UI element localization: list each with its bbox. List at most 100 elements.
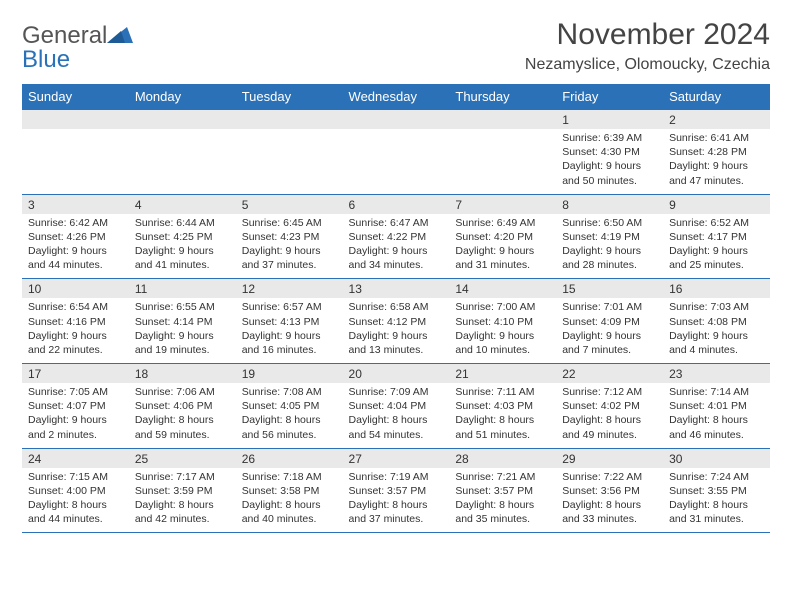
sunrise-text: Sunrise: 7:00 AM: [455, 300, 550, 314]
day-data-cell: Sunrise: 7:14 AMSunset: 4:01 PMDaylight:…: [663, 383, 770, 448]
day-data-cell: [343, 129, 450, 194]
day-number-cell: 9: [663, 194, 770, 214]
sunrise-text: Sunrise: 6:45 AM: [242, 216, 337, 230]
daylight-text: Daylight: 8 hours and 40 minutes.: [242, 498, 337, 526]
sunset-text: Sunset: 4:25 PM: [135, 230, 230, 244]
day-data-row: Sunrise: 7:15 AMSunset: 4:00 PMDaylight:…: [22, 468, 770, 533]
day-data-cell: Sunrise: 7:01 AMSunset: 4:09 PMDaylight:…: [556, 298, 663, 363]
sunrise-text: Sunrise: 7:12 AM: [562, 385, 657, 399]
daylight-text: Daylight: 9 hours and 47 minutes.: [669, 159, 764, 187]
sunrise-text: Sunrise: 7:03 AM: [669, 300, 764, 314]
month-title: November 2024: [525, 18, 770, 52]
day-number-cell: 14: [449, 279, 556, 299]
sunrise-text: Sunrise: 6:44 AM: [135, 216, 230, 230]
day-data-row: Sunrise: 6:54 AMSunset: 4:16 PMDaylight:…: [22, 298, 770, 363]
sunset-text: Sunset: 4:05 PM: [242, 399, 337, 413]
weekday-header-row: Sunday Monday Tuesday Wednesday Thursday…: [22, 84, 770, 110]
day-number-cell: 22: [556, 364, 663, 384]
sunrise-text: Sunrise: 7:06 AM: [135, 385, 230, 399]
sunset-text: Sunset: 4:00 PM: [28, 484, 123, 498]
day-number-cell: 23: [663, 364, 770, 384]
sunrise-text: Sunrise: 6:41 AM: [669, 131, 764, 145]
day-number-row: 24252627282930: [22, 448, 770, 468]
sunset-text: Sunset: 4:08 PM: [669, 315, 764, 329]
weekday-header: Thursday: [449, 84, 556, 110]
day-data-cell: Sunrise: 7:18 AMSunset: 3:58 PMDaylight:…: [236, 468, 343, 533]
sunrise-text: Sunrise: 7:24 AM: [669, 470, 764, 484]
sunset-text: Sunset: 4:28 PM: [669, 145, 764, 159]
day-number-cell: 19: [236, 364, 343, 384]
day-number-cell: 20: [343, 364, 450, 384]
brand-logo: General Blue: [22, 18, 133, 72]
day-number-cell: 5: [236, 194, 343, 214]
day-number-cell: 12: [236, 279, 343, 299]
header: General Blue November 2024 Nezamyslice, …: [22, 18, 770, 74]
day-data-row: Sunrise: 6:39 AMSunset: 4:30 PMDaylight:…: [22, 129, 770, 194]
title-block: November 2024 Nezamyslice, Olomoucky, Cz…: [525, 18, 770, 74]
weekday-header: Tuesday: [236, 84, 343, 110]
daylight-text: Daylight: 9 hours and 50 minutes.: [562, 159, 657, 187]
day-data-cell: Sunrise: 6:57 AMSunset: 4:13 PMDaylight:…: [236, 298, 343, 363]
sunset-text: Sunset: 4:30 PM: [562, 145, 657, 159]
day-number-cell: [22, 110, 129, 130]
sunrise-text: Sunrise: 7:01 AM: [562, 300, 657, 314]
logo-triangle-icon: [107, 25, 133, 47]
sunset-text: Sunset: 4:04 PM: [349, 399, 444, 413]
daylight-text: Daylight: 9 hours and 22 minutes.: [28, 329, 123, 357]
location-text: Nezamyslice, Olomoucky, Czechia: [525, 56, 770, 74]
day-data-cell: Sunrise: 7:24 AMSunset: 3:55 PMDaylight:…: [663, 468, 770, 533]
sunset-text: Sunset: 4:12 PM: [349, 315, 444, 329]
day-number-cell: 24: [22, 448, 129, 468]
day-number-cell: 29: [556, 448, 663, 468]
sunrise-text: Sunrise: 6:57 AM: [242, 300, 337, 314]
day-data-cell: Sunrise: 7:17 AMSunset: 3:59 PMDaylight:…: [129, 468, 236, 533]
day-data-cell: Sunrise: 7:21 AMSunset: 3:57 PMDaylight:…: [449, 468, 556, 533]
day-data-cell: Sunrise: 6:39 AMSunset: 4:30 PMDaylight:…: [556, 129, 663, 194]
day-data-row: Sunrise: 7:05 AMSunset: 4:07 PMDaylight:…: [22, 383, 770, 448]
day-data-cell: [129, 129, 236, 194]
daylight-text: Daylight: 9 hours and 31 minutes.: [455, 244, 550, 272]
sunrise-text: Sunrise: 7:09 AM: [349, 385, 444, 399]
day-number-cell: 27: [343, 448, 450, 468]
day-number-cell: [236, 110, 343, 130]
day-number-cell: 11: [129, 279, 236, 299]
day-number-cell: 8: [556, 194, 663, 214]
sunrise-text: Sunrise: 7:18 AM: [242, 470, 337, 484]
day-data-cell: Sunrise: 7:11 AMSunset: 4:03 PMDaylight:…: [449, 383, 556, 448]
day-data-cell: Sunrise: 6:41 AMSunset: 4:28 PMDaylight:…: [663, 129, 770, 194]
day-number-cell: 10: [22, 279, 129, 299]
day-data-cell: Sunrise: 7:00 AMSunset: 4:10 PMDaylight:…: [449, 298, 556, 363]
day-number-row: 3456789: [22, 194, 770, 214]
day-data-cell: Sunrise: 7:19 AMSunset: 3:57 PMDaylight:…: [343, 468, 450, 533]
sunset-text: Sunset: 4:14 PM: [135, 315, 230, 329]
sunset-text: Sunset: 4:23 PM: [242, 230, 337, 244]
weekday-header: Saturday: [663, 84, 770, 110]
sunrise-text: Sunrise: 6:42 AM: [28, 216, 123, 230]
daylight-text: Daylight: 8 hours and 42 minutes.: [135, 498, 230, 526]
calendar-page: General Blue November 2024 Nezamyslice, …: [0, 0, 792, 612]
day-number-cell: 13: [343, 279, 450, 299]
sunset-text: Sunset: 3:56 PM: [562, 484, 657, 498]
day-data-cell: Sunrise: 7:22 AMSunset: 3:56 PMDaylight:…: [556, 468, 663, 533]
sunrise-text: Sunrise: 7:19 AM: [349, 470, 444, 484]
sunset-text: Sunset: 4:07 PM: [28, 399, 123, 413]
day-number-cell: [343, 110, 450, 130]
sunrise-text: Sunrise: 6:54 AM: [28, 300, 123, 314]
day-number-cell: 25: [129, 448, 236, 468]
day-number-cell: 1: [556, 110, 663, 130]
day-data-cell: Sunrise: 7:03 AMSunset: 4:08 PMDaylight:…: [663, 298, 770, 363]
sunrise-text: Sunrise: 6:52 AM: [669, 216, 764, 230]
day-data-cell: Sunrise: 6:50 AMSunset: 4:19 PMDaylight:…: [556, 214, 663, 279]
day-data-cell: Sunrise: 7:08 AMSunset: 4:05 PMDaylight:…: [236, 383, 343, 448]
sunrise-text: Sunrise: 7:22 AM: [562, 470, 657, 484]
sunset-text: Sunset: 3:59 PM: [135, 484, 230, 498]
day-number-cell: 15: [556, 279, 663, 299]
daylight-text: Daylight: 8 hours and 56 minutes.: [242, 413, 337, 441]
weekday-header: Friday: [556, 84, 663, 110]
daylight-text: Daylight: 9 hours and 37 minutes.: [242, 244, 337, 272]
sunset-text: Sunset: 4:03 PM: [455, 399, 550, 413]
day-number-cell: 2: [663, 110, 770, 130]
daylight-text: Daylight: 9 hours and 28 minutes.: [562, 244, 657, 272]
daylight-text: Daylight: 9 hours and 41 minutes.: [135, 244, 230, 272]
sunset-text: Sunset: 4:19 PM: [562, 230, 657, 244]
